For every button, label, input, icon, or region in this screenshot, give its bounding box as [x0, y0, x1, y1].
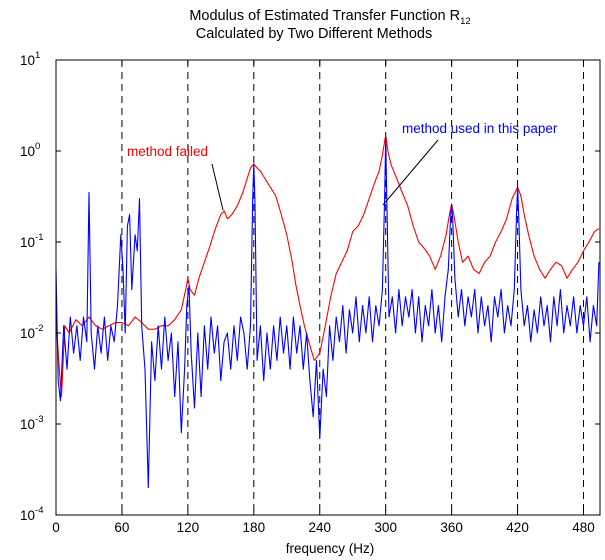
- chart-title-line2: Calculated by Two Different Methods: [196, 26, 432, 42]
- pointer-method-used: [382, 139, 439, 206]
- x-axis-label: frequency (Hz): [286, 541, 375, 556]
- x-tick-label-240: 240: [308, 520, 331, 535]
- y-tick-label--2: 10-2: [20, 323, 43, 341]
- pointer-method-failed: [211, 163, 224, 211]
- y-tick-labels: 101 100 10-1 10-2 10-3 10-4: [20, 50, 43, 523]
- x-tick-labels: 0 60 120 180 240 300 360 420 480: [52, 520, 595, 535]
- x-tick-label-300: 300: [374, 520, 397, 535]
- y-tick-label--3: 10-3: [20, 414, 43, 432]
- x-tick-label-180: 180: [243, 520, 266, 535]
- annotation-method-failed: method failed: [127, 144, 208, 159]
- x-tick-label-480: 480: [572, 520, 595, 535]
- chart-title-line1: Modulus of Estimated Transfer Function R…: [189, 8, 470, 27]
- x-tick-label-120: 120: [177, 520, 200, 535]
- annotation-method-used: method used in this paper: [402, 121, 558, 136]
- x-tick-label-0: 0: [52, 520, 60, 535]
- x-tick-label-60: 60: [114, 520, 129, 535]
- y-tick-label-1: 101: [20, 50, 40, 68]
- series-line-0: [55, 134, 600, 398]
- series-line-1: [55, 137, 600, 489]
- chart-title-subscript: 12: [460, 16, 471, 27]
- chart-title-main: Modulus of Estimated Transfer Function R: [189, 8, 460, 24]
- annotation-pointers: [211, 139, 439, 211]
- x-tick-label-420: 420: [506, 520, 529, 535]
- x-tick-label-360: 360: [440, 520, 463, 535]
- y-tick-label-0: 100: [20, 141, 40, 159]
- y-tick-label--4: 10-4: [20, 505, 43, 523]
- axes-frame: [55, 59, 601, 516]
- data-series: [55, 134, 600, 489]
- y-tick-label--1: 10-1: [20, 232, 43, 250]
